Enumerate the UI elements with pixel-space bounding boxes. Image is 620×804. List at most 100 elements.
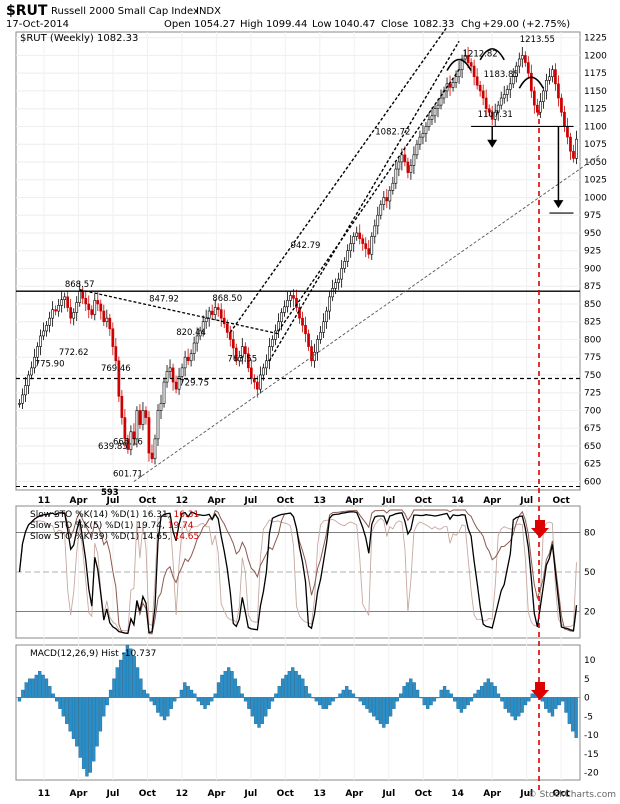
x-tick-label: Jul <box>519 789 533 799</box>
candle-body <box>286 300 289 308</box>
candle-body <box>511 76 515 85</box>
price-tick-label: 1175 <box>584 69 607 79</box>
macd-bar <box>422 697 426 706</box>
macd-bar <box>280 678 285 698</box>
candle-body <box>165 371 169 383</box>
macd-bar <box>331 697 335 702</box>
macd-bar <box>334 697 339 699</box>
macd-bar <box>574 697 578 738</box>
candle-body <box>96 300 100 305</box>
x-tick-label: Oct <box>415 789 433 799</box>
candle-body <box>33 356 36 369</box>
macd-bar <box>439 689 443 698</box>
macd-bar <box>17 697 22 702</box>
macd-bar <box>550 697 555 717</box>
macd-bar <box>368 697 372 713</box>
macd-bar <box>446 689 450 698</box>
x-tick-label: Apr <box>483 496 501 506</box>
candle-body <box>430 115 434 120</box>
candle-body <box>27 374 30 386</box>
candle-body <box>469 62 473 67</box>
x-tick-label: 12 <box>176 496 189 506</box>
candle-body <box>448 83 452 88</box>
candle-body <box>403 154 407 163</box>
macd-tick-label: -15 <box>584 750 599 760</box>
macd-bar <box>176 697 180 699</box>
macd-bar <box>544 697 548 709</box>
macd-bar <box>227 667 231 698</box>
candle-body <box>210 310 214 315</box>
macd-bar <box>88 697 92 773</box>
sto-tick-label: 50 <box>584 568 596 578</box>
gridlines <box>16 32 580 780</box>
macd-bar <box>98 697 103 732</box>
candle-body <box>204 317 208 323</box>
price-annotation: 868.57 <box>65 280 95 290</box>
macd-bar <box>301 678 305 698</box>
macd-bar <box>419 697 423 699</box>
macd-bar <box>95 697 99 747</box>
x-tick-label: 14 <box>451 789 464 799</box>
macd-bar <box>260 697 265 724</box>
candle-body <box>280 312 283 323</box>
candle-body <box>256 381 259 390</box>
candle-body <box>388 190 392 202</box>
x-tick-label: Oct <box>277 496 295 506</box>
macd-bar <box>166 697 170 717</box>
candle-body <box>265 360 268 369</box>
candle-body <box>319 332 322 340</box>
macd-bar <box>203 697 207 709</box>
candle-body <box>424 126 428 134</box>
candle-body <box>81 290 85 299</box>
candle-body <box>93 300 97 315</box>
watermark: © StockCharts.com <box>528 790 616 800</box>
macd-bar <box>71 697 76 739</box>
macd-bar <box>277 686 281 698</box>
candle-body <box>433 108 437 117</box>
macd-bar <box>341 689 345 698</box>
price-annotation: 772.62 <box>59 348 89 358</box>
candle-body <box>195 335 199 344</box>
macd-bar <box>321 697 325 709</box>
candle-body <box>159 403 163 411</box>
price-tick-label: 1125 <box>584 105 607 115</box>
candle-body <box>75 302 79 313</box>
candle-body <box>484 97 488 109</box>
macd-bar <box>264 697 268 717</box>
macd-bar <box>132 656 136 698</box>
candle-body <box>42 330 45 337</box>
index-name: Russell 2000 Small Cap Index <box>51 6 199 17</box>
candle-body <box>487 108 491 113</box>
sto-legend-14: Slow STO %K(14) %D(1) 16.31, 16.31 <box>30 510 199 520</box>
price-tick-label: 775 <box>584 353 601 363</box>
price-tick-label: 1000 <box>584 193 607 203</box>
candle-body <box>364 243 368 249</box>
macd-bar <box>375 697 379 721</box>
x-tick-label: 14 <box>451 496 464 506</box>
macd-bar <box>78 697 82 758</box>
macd-bar <box>493 686 497 698</box>
candle-body <box>548 76 551 81</box>
macd-bar <box>216 682 221 698</box>
candle-body <box>189 353 193 362</box>
candle-body <box>572 150 575 159</box>
macd-bar <box>210 697 214 702</box>
macd-bar <box>287 671 292 698</box>
candle-body <box>138 410 142 425</box>
macd-bar <box>200 697 204 706</box>
macd-bar <box>560 697 565 702</box>
macd-bar <box>557 697 561 706</box>
candle-body <box>84 297 88 305</box>
candle-body <box>51 309 54 319</box>
macd-bar <box>564 697 568 713</box>
macd-panel-frame <box>15 644 581 781</box>
candle-body <box>126 438 130 450</box>
x-tick-label: Oct <box>552 789 570 799</box>
macd-bar <box>490 682 494 698</box>
candle-body <box>536 104 539 113</box>
candle-body <box>234 347 238 362</box>
macd-bar <box>314 697 318 702</box>
candle-body <box>508 83 512 90</box>
macd-bar <box>395 697 399 702</box>
